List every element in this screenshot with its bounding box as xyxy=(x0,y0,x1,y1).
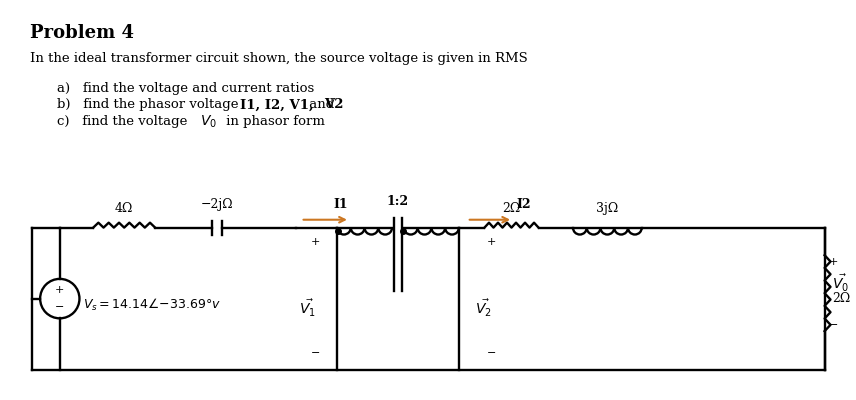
Text: $V_s = 14.14\angle{-33.69°}v$: $V_s = 14.14\angle{-33.69°}v$ xyxy=(83,296,221,312)
Text: 1:2: 1:2 xyxy=(387,195,409,208)
Text: $\vec{V_2}$: $\vec{V_2}$ xyxy=(475,298,492,319)
Text: −: − xyxy=(55,302,64,312)
Text: b)   find the phasor voltage: b) find the phasor voltage xyxy=(56,98,242,112)
Text: I1: I1 xyxy=(333,198,348,211)
Text: −: − xyxy=(487,348,496,358)
Text: $V_0$: $V_0$ xyxy=(200,113,217,130)
Text: −: − xyxy=(829,320,838,330)
Text: c)   find the voltage: c) find the voltage xyxy=(56,115,192,128)
Text: $\vec{V_1}$: $\vec{V_1}$ xyxy=(299,298,316,319)
Text: 3jΩ: 3jΩ xyxy=(597,202,619,215)
Text: +: + xyxy=(55,285,64,295)
Text: −2jΩ: −2jΩ xyxy=(201,198,234,211)
Text: I2: I2 xyxy=(516,198,531,211)
Text: 4Ω: 4Ω xyxy=(115,202,134,215)
Text: −: − xyxy=(311,348,320,358)
Text: in phasor form: in phasor form xyxy=(222,115,325,128)
Text: $\vec{V_0}$: $\vec{V_0}$ xyxy=(833,273,849,294)
Text: V2: V2 xyxy=(324,98,344,112)
Text: a)   find the voltage and current ratios: a) find the voltage and current ratios xyxy=(56,82,314,95)
Text: and: and xyxy=(305,98,338,112)
Text: +: + xyxy=(311,237,320,247)
Text: In the ideal transformer circuit shown, the source voltage is given in RMS: In the ideal transformer circuit shown, … xyxy=(30,52,528,65)
Text: +: + xyxy=(829,257,838,267)
Text: 2Ω: 2Ω xyxy=(502,202,520,215)
Text: I1, I2, V1,: I1, I2, V1, xyxy=(240,98,313,112)
Text: Problem 4: Problem 4 xyxy=(30,24,134,42)
Text: +: + xyxy=(487,237,496,247)
Text: 2Ω: 2Ω xyxy=(833,292,851,305)
